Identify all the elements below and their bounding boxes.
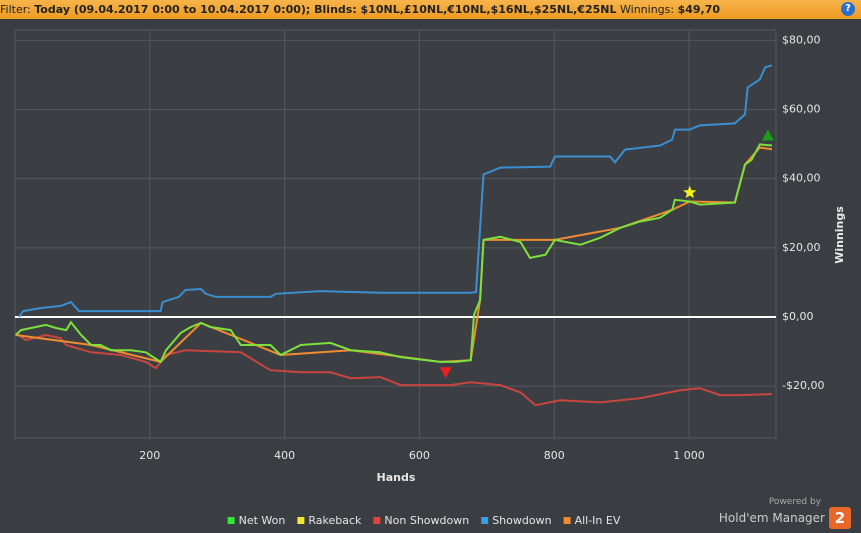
legend-swatch bbox=[227, 517, 235, 524]
branding: Powered by Hold'em Manager 2 bbox=[719, 497, 851, 529]
product-name: Hold'em Manager bbox=[718, 511, 825, 525]
powered-by: Powered by bbox=[768, 497, 821, 507]
legend-label: Rakeback bbox=[308, 514, 362, 527]
x-tick-label: 800 bbox=[544, 449, 565, 462]
y-tick-label: $0,00 bbox=[782, 310, 814, 323]
y-tick-label: $80,00 bbox=[782, 33, 821, 46]
y-axis-label: Winnings bbox=[833, 206, 846, 264]
x-tick-label: 600 bbox=[409, 449, 430, 462]
y-tick-label: $40,00 bbox=[782, 172, 821, 185]
legend-swatch bbox=[563, 517, 571, 524]
legend-swatch bbox=[297, 517, 305, 524]
marker bbox=[439, 367, 452, 379]
x-tick-label: 1 000 bbox=[673, 449, 705, 462]
x-tick-label: 400 bbox=[274, 449, 295, 462]
legend-swatch bbox=[481, 517, 489, 524]
series-line bbox=[15, 332, 773, 407]
legend-label: Showdown bbox=[492, 514, 551, 527]
legend-label: All-In EV bbox=[575, 514, 621, 527]
plot-area bbox=[14, 29, 777, 439]
x-tick-label: 200 bbox=[139, 449, 160, 462]
y-tick-label: $20,00 bbox=[782, 241, 821, 254]
winnings-label: Winnings: bbox=[620, 3, 675, 16]
filter-label: Filter: bbox=[0, 3, 31, 16]
help-button[interactable]: ? bbox=[841, 2, 855, 16]
filter-bar: Filter: Today (09.04.2017 0:00 to 10.04.… bbox=[0, 0, 861, 19]
winnings-value: $49,70 bbox=[677, 3, 721, 16]
series-line bbox=[15, 143, 773, 364]
y-tick-label: $60,00 bbox=[782, 103, 821, 116]
marker bbox=[683, 185, 697, 199]
legend-label: Net Won bbox=[239, 514, 286, 527]
x-axis-label: Hands bbox=[377, 471, 416, 484]
filter-text: Today (09.04.2017 0:00 to 10.04.2017 0:0… bbox=[34, 3, 617, 16]
version-logo: 2 bbox=[829, 507, 851, 529]
series-line bbox=[18, 64, 773, 318]
marker bbox=[761, 129, 774, 141]
y-tick-label: -$20,00 bbox=[782, 379, 824, 392]
legend-label: Non Showdown bbox=[384, 514, 469, 527]
legend-swatch bbox=[373, 517, 381, 524]
